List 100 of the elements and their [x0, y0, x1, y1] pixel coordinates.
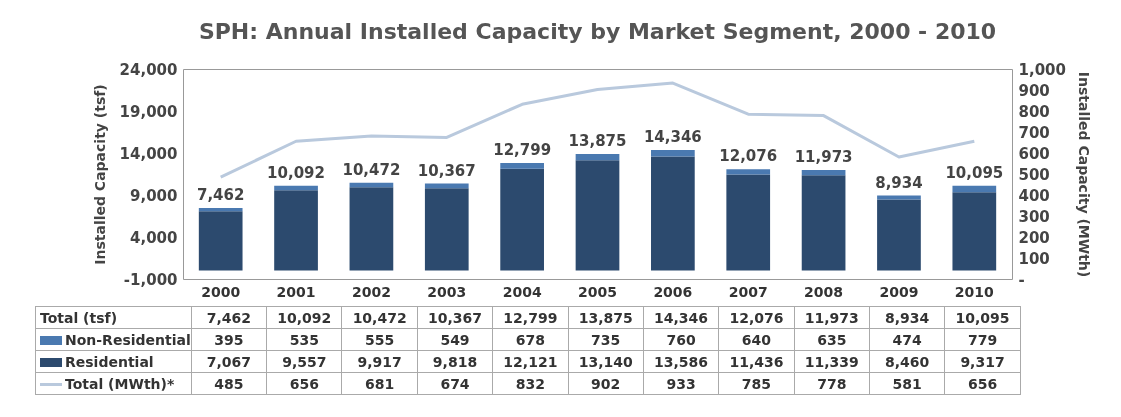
total-label: 7,462 — [196, 185, 245, 204]
legend-label: Residential — [35, 350, 192, 373]
data-label: 656 — [944, 372, 1021, 395]
data-label: 535 — [266, 328, 342, 351]
y-tick-label: 4,000 — [130, 228, 178, 247]
x-tick-label: 2007 — [728, 283, 768, 300]
text: 10,095 — [955, 309, 1010, 326]
data-label: 13,586 — [643, 350, 719, 373]
data-label: 785 — [718, 372, 795, 395]
data-label: 9,317 — [944, 350, 1021, 373]
data-label: 678 — [492, 328, 569, 351]
data-label: 674 — [417, 372, 493, 395]
text: 10,472 — [352, 309, 407, 326]
data-label: 485 — [191, 372, 267, 395]
y2-tick-label: 500 — [1018, 165, 1050, 184]
x-tick-label: 2009 — [879, 283, 919, 300]
bar — [801, 170, 846, 176]
total-label: 10,367 — [417, 161, 476, 180]
data-label: 832 — [492, 372, 569, 395]
bar — [877, 195, 921, 200]
x-tick-label: 2003 — [427, 283, 467, 300]
bar — [952, 185, 997, 193]
data-label: 9,917 — [341, 350, 418, 373]
data-label: 9,557 — [266, 350, 342, 373]
data-label: 7,067 — [191, 350, 267, 373]
y2-tick-label: - — [1018, 270, 1025, 289]
bar — [198, 207, 243, 212]
bar — [801, 175, 846, 271]
total-label: 10,092 — [267, 163, 325, 182]
text: 11,973 — [804, 309, 859, 326]
text: 10,092 — [277, 309, 332, 326]
x-tick-label: 2001 — [276, 283, 316, 300]
x-tick-label: 2005 — [578, 283, 617, 300]
legend-label: Total (MWth)* — [35, 372, 192, 395]
data-label: 778 — [794, 372, 870, 395]
x-tick-label: 2008 — [804, 283, 844, 300]
data-label: 640 — [718, 328, 795, 351]
total-label: 11,973 — [794, 148, 853, 167]
x-tick-label: 2002 — [351, 283, 391, 300]
total-label: 13,875 — [568, 132, 627, 151]
y-tick-label: 19,000 — [119, 102, 178, 121]
data-label: 9,818 — [417, 350, 493, 373]
bar — [500, 168, 544, 271]
total-label: 10,095 — [945, 163, 1004, 182]
total-label: 8,934 — [875, 173, 923, 192]
bar — [198, 211, 243, 271]
bar — [952, 192, 997, 271]
data-label: 474 — [869, 328, 945, 351]
total-label: 10,472 — [342, 160, 401, 179]
data-label: 13,140 — [568, 350, 644, 373]
y2-tick-label: 100 — [1018, 249, 1050, 268]
bar — [726, 169, 771, 175]
y2-tick-label: 400 — [1018, 186, 1050, 205]
chart-title: SPH: Annual Installed Capacity by Market Segment, 2000 - 2010 — [198, 19, 997, 44]
data-label: 8,460 — [869, 350, 945, 373]
text: 12,076 — [729, 309, 784, 326]
data-label: 581 — [869, 372, 945, 395]
data-label: 12,121 — [492, 350, 569, 373]
legend-label: Non-Residential — [35, 328, 192, 351]
total-label: 12,076 — [719, 147, 778, 166]
text: 8,934 — [885, 309, 930, 326]
y2-tick-label: 600 — [1018, 144, 1050, 163]
data-label: 760 — [643, 328, 719, 351]
bar — [424, 188, 469, 271]
x-tick-label: 2006 — [653, 283, 693, 300]
x-tick-label: 2010 — [954, 283, 995, 300]
data-label: 779 — [944, 328, 1021, 351]
bar — [726, 174, 771, 271]
text: Total (tsf) — [35, 306, 192, 329]
data-label: 635 — [794, 328, 870, 351]
y2-tick-label: 1,000 — [1018, 60, 1066, 79]
bar — [877, 199, 921, 271]
text: 14,346 — [654, 309, 709, 326]
total-label: 14,346 — [643, 128, 702, 147]
data-label: 933 — [643, 372, 719, 395]
y2-tick-label: 300 — [1018, 207, 1050, 226]
y-tick-label: 24,000 — [119, 60, 178, 79]
data-label: 681 — [341, 372, 418, 395]
bar — [651, 150, 695, 157]
data-label: 395 — [191, 328, 267, 351]
text: 13,875 — [578, 309, 633, 326]
total-label: 12,799 — [493, 141, 552, 160]
bar — [575, 154, 620, 161]
y2-axis-title: Installed Capacity (MWth) — [1075, 71, 1092, 278]
bar — [651, 156, 695, 271]
data-label: 656 — [266, 372, 342, 395]
y-tick-label: 14,000 — [119, 144, 178, 163]
data-label: 11,339 — [794, 350, 870, 373]
bar — [500, 163, 544, 169]
data-label: 11,436 — [718, 350, 795, 373]
y-tick-label: 9,000 — [130, 186, 178, 205]
y2-tick-label: 900 — [1018, 81, 1050, 100]
x-tick-label: 2000 — [201, 283, 241, 300]
x-tick-label: 2004 — [502, 283, 542, 300]
data-label: 902 — [568, 372, 644, 395]
text: 12,799 — [503, 309, 558, 326]
bar — [274, 190, 318, 271]
bar — [349, 187, 394, 271]
y-axis-title: Installed Capacity (tsf) — [91, 84, 108, 265]
data-label: 555 — [341, 328, 418, 351]
